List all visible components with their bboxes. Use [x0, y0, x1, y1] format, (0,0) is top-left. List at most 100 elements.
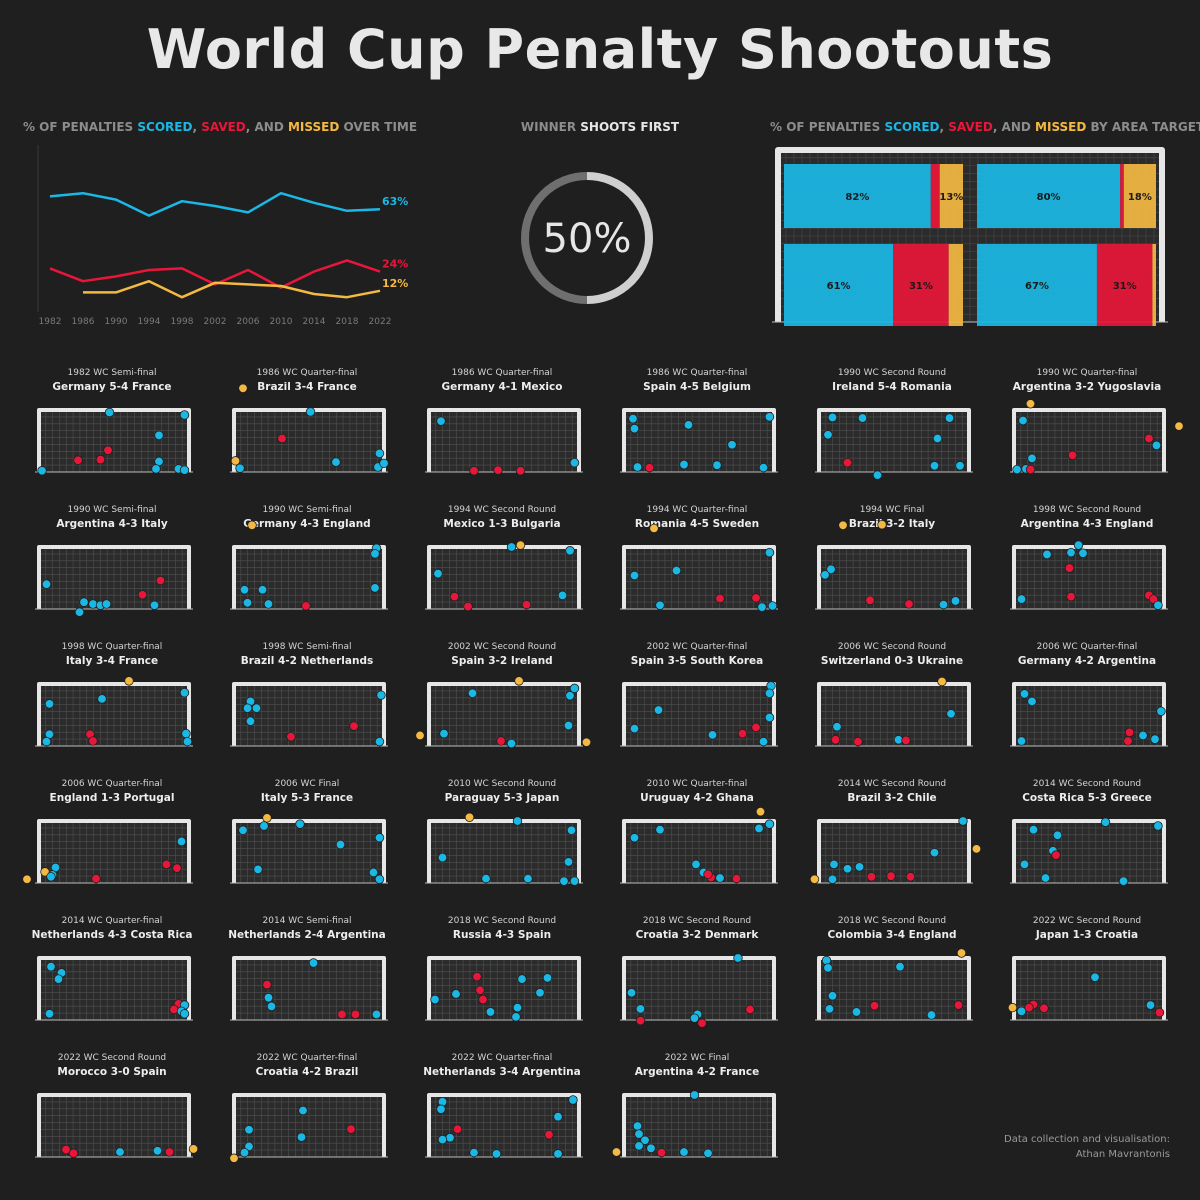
shot-point: [376, 690, 386, 700]
shootout-panel: 1986 WC Quarter-final Spain 4-5 Belgium: [602, 368, 792, 488]
shot-point: [176, 836, 187, 847]
zone-label-scored: 82%: [845, 192, 869, 203]
shot-point: [1051, 850, 1061, 860]
donut-chart: 50%: [521, 172, 653, 304]
shot-point: [764, 712, 775, 723]
shootout-caption: 2006 WC Quarter-final: [61, 779, 163, 789]
shot-point: [904, 599, 914, 609]
shootout-score: Netherlands 4-3 Costa Rica: [31, 929, 193, 941]
shot-point: [41, 736, 52, 747]
shot-point: [301, 601, 311, 611]
shot-point: [877, 519, 887, 530]
shot-point: [712, 460, 722, 470]
shot-point: [242, 598, 253, 608]
shot-point: [523, 873, 533, 884]
line-title-suffix: OVER TIME: [339, 120, 418, 134]
shootout-caption: 2014 WC Second Round: [1032, 779, 1142, 789]
shot-point: [553, 1149, 563, 1159]
shot-point: [521, 599, 532, 610]
shootout-score: Italy 5-3 France: [260, 792, 354, 804]
zone-bar-saved: [1096, 244, 1153, 326]
shot-point: [451, 989, 461, 999]
shot-point: [632, 462, 643, 472]
shootout-panel: 2014 WC Semi-final Netherlands 2-4 Argent…: [212, 916, 402, 1036]
shootout-panel: 1994 WC Quarter-final Romania 4-5 Sweden: [602, 505, 792, 625]
shot-point: [649, 523, 659, 534]
shot-point: [436, 416, 446, 426]
shot-point: [563, 857, 574, 867]
shot-point: [629, 570, 640, 581]
line-chart-title: % OF PENALTIES SCORED, SAVED, AND MISSED…: [20, 120, 420, 134]
shot-point: [517, 974, 527, 984]
shot-point: [172, 863, 182, 873]
shot-point: [512, 1002, 523, 1013]
shootout-panel: 2006 WC Quarter-final Germany 4-2 Argenti…: [992, 642, 1182, 762]
shootout-score: Croatia 3-2 Denmark: [635, 929, 759, 941]
shootout-score: Germany 4-3 England: [243, 518, 371, 530]
goal-frame: [232, 956, 386, 1020]
shootout-goal: [35, 407, 193, 476]
shot-point: [1174, 421, 1184, 431]
series-line-saved: [49, 259, 381, 289]
shot-point: [827, 874, 838, 884]
shootout-goal: [22, 819, 193, 884]
shot-point: [640, 1135, 650, 1145]
shot-point: [757, 602, 767, 612]
shootout-goal: [815, 519, 973, 610]
shot-point: [1144, 433, 1154, 444]
shot-point: [671, 565, 682, 576]
shot-point: [515, 466, 526, 476]
shot-point: [115, 1147, 125, 1157]
shot-point: [1073, 540, 1084, 550]
shot-point: [1040, 873, 1051, 883]
shot-point: [629, 423, 640, 434]
shot-point: [689, 1013, 700, 1023]
shot-point: [296, 1132, 307, 1142]
shot-point: [1090, 972, 1100, 982]
shot-point: [370, 549, 380, 559]
shot-point: [1019, 859, 1030, 870]
shot-point: [277, 433, 287, 444]
shootout-score: Paraguay 5-3 Japan: [444, 792, 560, 804]
shot-point: [644, 462, 655, 473]
shootout-panel: 2010 WC Quarter-final Uruguay 4-2 Ghana: [602, 779, 792, 899]
shot-point: [751, 722, 761, 733]
donut-slice: [586, 172, 653, 304]
shootout-panel: 2002 WC Second Round Spain 3-2 Ireland: [407, 642, 597, 762]
goal-net: [819, 547, 969, 609]
shot-point: [1156, 706, 1166, 716]
shot-point: [958, 816, 968, 826]
shot-point: [1027, 696, 1037, 707]
shootout-score: Switzerland 0-3 Ukraine: [820, 655, 964, 667]
goal-net: [624, 684, 774, 746]
shot-point: [244, 1125, 254, 1135]
goal-net: [624, 410, 774, 472]
goal-frame: [37, 1093, 191, 1157]
shootout-goal: [425, 956, 583, 1022]
shootout-goal: [620, 953, 778, 1028]
shootout-score: Argentina 4-2 France: [634, 1066, 760, 1078]
goal-frame: [1012, 545, 1166, 609]
shot-point: [1007, 1002, 1018, 1013]
goal-frame: [775, 147, 1165, 322]
shootout-caption: 2006 WC Quarter-final: [1036, 642, 1138, 652]
shot-point: [53, 974, 64, 984]
shootout-score: Croatia 4-2 Brazil: [255, 1066, 359, 1078]
shot-point: [1100, 817, 1111, 827]
shot-point: [823, 963, 833, 973]
shot-point: [1052, 830, 1063, 840]
shootout-score: Costa Rica 5-3 Greece: [1022, 792, 1152, 804]
shot-point: [824, 1004, 835, 1014]
shootout-panel: 2014 WC Quarter-final Netherlands 4-3 Cos…: [17, 916, 207, 1036]
shot-point: [188, 1144, 199, 1154]
shootout-score: Brazil 4-2 Netherlands: [240, 655, 374, 667]
shot-point: [238, 383, 248, 394]
shot-point: [703, 869, 713, 880]
shot-point: [764, 412, 775, 422]
shot-point: [152, 1146, 163, 1156]
shot-point: [41, 579, 52, 589]
shot-point: [262, 813, 272, 823]
goal-frame: [427, 545, 581, 609]
shootout-score: Netherlands 2-4 Argentina: [228, 929, 386, 941]
shot-point: [88, 736, 98, 746]
